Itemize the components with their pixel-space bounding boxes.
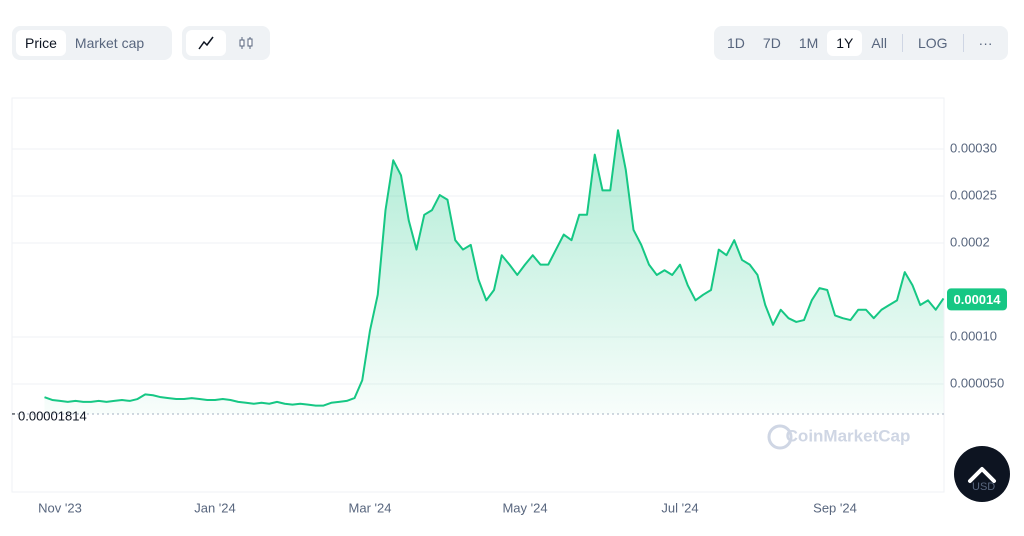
watermark: CoinMarketCap (786, 426, 911, 445)
last-price-badge (947, 288, 1007, 311)
more-menu[interactable]: ··· (978, 35, 993, 51)
line-icon (198, 36, 214, 50)
chevron-icon (968, 467, 996, 483)
x-tick-label: May '24 (502, 500, 547, 515)
x-tick-label: Jul '24 (661, 500, 698, 515)
currency-label: USD (972, 481, 995, 493)
tab-price[interactable]: Price (16, 30, 66, 56)
candle-icon (239, 37, 253, 49)
plot-frame (11, 97, 945, 493)
x-tick-label: Nov '23 (38, 500, 82, 515)
range-7d[interactable]: 7D (762, 35, 781, 51)
chart-style-toggle (182, 26, 270, 60)
x-tick-label: Sep '24 (813, 500, 857, 515)
price-line (44, 129, 945, 407)
metric-toggle: Price Market cap (12, 26, 172, 60)
separator (901, 34, 903, 52)
x-tick-label: Jan '24 (194, 500, 236, 515)
line-style[interactable] (186, 30, 226, 56)
range-1d[interactable]: 1D (727, 35, 745, 51)
tab-market-cap[interactable]: Market cap (74, 35, 145, 51)
range-all[interactable]: All (871, 35, 887, 51)
separator (962, 34, 964, 52)
candle-style[interactable] (226, 30, 266, 56)
log-toggle[interactable]: LOG (917, 35, 948, 51)
range-1m[interactable]: 1M (798, 35, 819, 51)
price-area (44, 130, 944, 414)
range-1y[interactable]: 1Y (827, 30, 863, 56)
y-tick-label: 0.00010 (950, 328, 997, 343)
last-price-label: 0.00014 (954, 292, 1002, 307)
y-tick-label: 0.00025 (950, 187, 997, 202)
watermark-logo (767, 424, 793, 450)
y-tick-label: 0.00030 (950, 140, 997, 155)
y-tick-label: 0.0002 (950, 234, 990, 249)
range-toggle: 1D 7D 1M 1Y All LOG ··· (714, 26, 1008, 60)
baseline-label: 0.00001814 (18, 408, 87, 423)
y-tick-label: 0.000050 (950, 375, 1004, 390)
scroll-top-button[interactable] (954, 446, 1010, 502)
x-tick-label: Mar '24 (349, 500, 392, 515)
